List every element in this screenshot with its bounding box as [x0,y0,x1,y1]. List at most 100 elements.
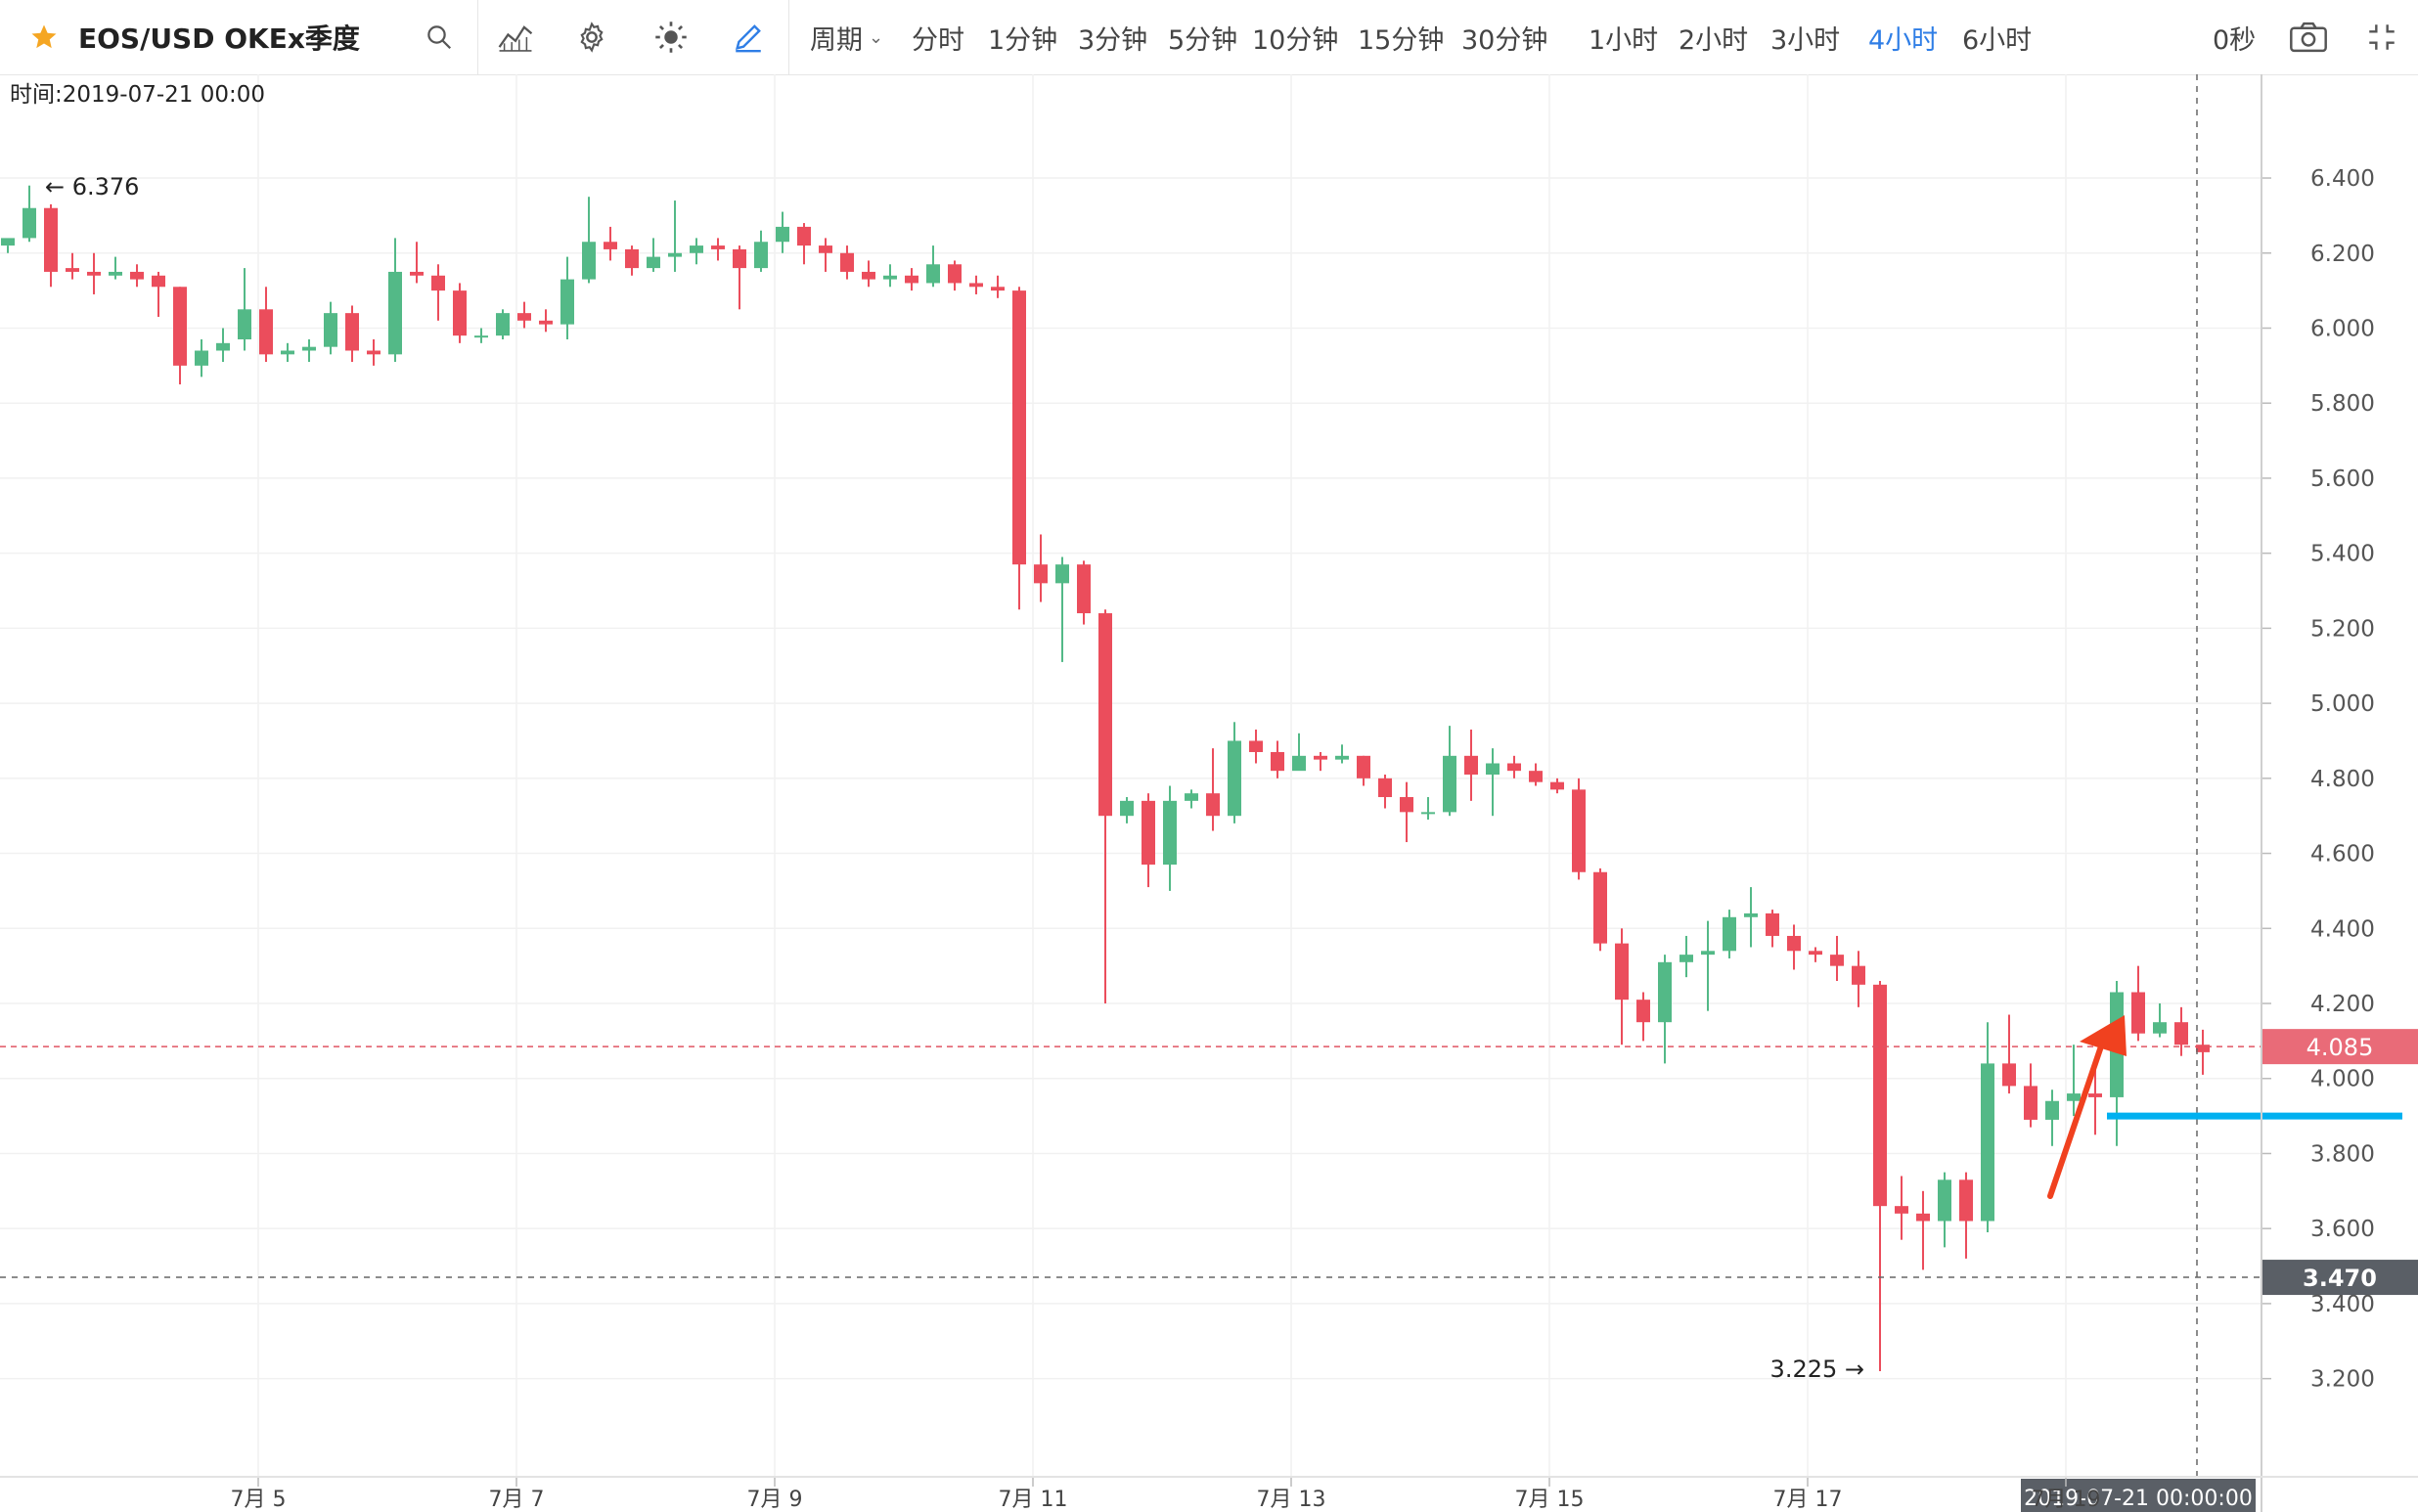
y-tick-label-0: 6.400 [2310,166,2375,192]
candle-body [1314,755,1327,760]
candle [733,245,746,310]
candle [1464,729,1478,801]
candle [324,301,337,355]
candle-body [926,264,940,284]
candle-body [560,279,574,325]
search-icon[interactable] [425,0,454,74]
interval-1[interactable]: 1分钟 [988,24,1058,56]
candle [1830,935,1844,981]
indicator-icon[interactable] [497,0,534,74]
candle-body [1335,755,1349,760]
candle-body [238,309,251,339]
y-tick-label-7: 5.000 [2310,691,2375,717]
candle-body [647,256,660,269]
y-tick-label-2: 6.000 [2310,316,2375,341]
candle [1421,797,1435,821]
interval-9[interactable]: 3小时 [1770,24,1841,56]
candle [281,342,294,363]
candle-body [367,350,381,355]
candle [604,226,617,261]
min-price-marker: 3.225 → [1770,1356,1864,1383]
candle [1378,775,1392,809]
candle-body [1249,740,1263,752]
candle [1357,755,1370,786]
candle [1593,867,1607,952]
candle [1443,726,1456,817]
x-tick-label-2: 7月 9 [747,1488,803,1512]
candle-body [474,335,488,338]
settings-icon[interactable] [575,0,608,74]
candle [410,242,424,284]
period-dropdown[interactable]: 周期 ⌄ [810,0,883,74]
candle [1852,951,1865,1007]
candle [453,283,467,343]
candle [1529,763,1543,786]
interval-7[interactable]: 1小时 [1589,24,1659,56]
candle [66,252,79,280]
candle [1959,1172,1973,1259]
candle-body [1679,955,1693,962]
candle [152,271,165,317]
candle [862,260,875,288]
interval-6[interactable]: 30分钟 [1461,24,1548,56]
camera-icon[interactable] [2289,0,2328,74]
candle-body [1723,916,1736,952]
candle [1034,534,1048,602]
candle-body [517,313,531,321]
candle [1550,778,1564,794]
interval-0[interactable]: 分时 [912,24,964,56]
candle [1981,1022,1994,1233]
candle [2110,980,2124,1146]
candle [2002,1014,2016,1094]
candle-body [2174,1022,2188,1045]
interval-8[interactable]: 2小时 [1679,24,1749,56]
candle-body [44,207,58,272]
interval-2[interactable]: 3分钟 [1078,24,1148,56]
interval-11[interactable]: 6小时 [1962,24,2033,56]
candle-body [2088,1093,2102,1097]
candle-body [991,287,1005,291]
candle-body [776,226,789,243]
candle [1,238,15,253]
arrow-head [2080,1015,2127,1056]
interval-5[interactable]: 15分钟 [1358,24,1445,56]
candle [302,338,316,363]
candlestick-chart[interactable]: 时间:2019-07-21 00:00 ← 6.376 3.225 → 4.085 3.… [0,74,2418,1512]
candle-body [604,242,617,249]
x-tick-label-7: 7月 19 [2032,1488,2101,1512]
candle [367,338,381,366]
candle [2024,1063,2037,1128]
favorite-star-icon[interactable] [29,0,59,74]
candle-body [1701,951,1715,956]
interval-10[interactable]: 4小时 [1868,24,1939,56]
candle-body [1421,812,1435,815]
candle-body [1959,1179,1973,1222]
candle [969,275,983,294]
candle-body [1593,871,1607,944]
candle [1228,722,1241,823]
candle [668,200,682,272]
candle-body [1916,1213,1930,1222]
candle-body [1271,751,1284,772]
y-tick-label-15: 3.400 [2310,1292,2375,1317]
candle-body [66,268,79,272]
candle [776,211,789,253]
x-tick-label-0: 7月 5 [231,1488,287,1512]
candle [1292,733,1306,772]
candle [259,287,273,363]
candle [1271,740,1284,778]
interval-3[interactable]: 5分钟 [1168,24,1238,56]
candle-body [1357,755,1370,778]
interval-4[interactable]: 10分钟 [1252,24,1339,56]
y-tick-label-12: 4.000 [2310,1067,2375,1092]
candle-body [754,242,768,269]
max-price-marker: ← 6.376 [45,173,139,200]
period-label: 周期 [810,24,863,56]
draw-pencil-icon[interactable] [732,0,765,74]
candle [582,197,596,284]
candle [130,264,144,288]
candle-body [969,283,983,288]
candle-body [1981,1063,1994,1222]
theme-sun-icon[interactable] [653,0,689,74]
fullscreen-icon[interactable] [2365,0,2398,74]
